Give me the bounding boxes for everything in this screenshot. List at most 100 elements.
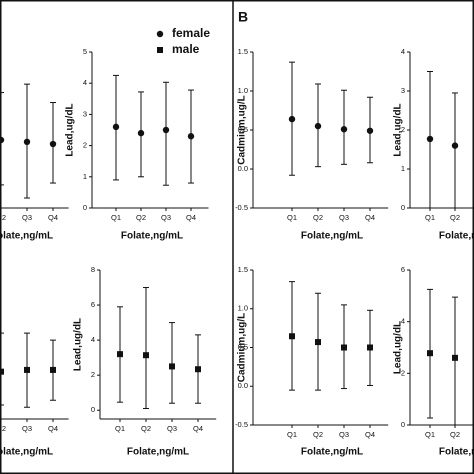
x-tick-label: Q2 (313, 213, 323, 222)
x-axis-label: Folate,ng/mL (0, 231, 53, 242)
x-axis-label: Folate,ng/mL (0, 447, 53, 458)
y-tick-label: 1.5 (238, 47, 248, 56)
x-tick-label: Q4 (193, 424, 203, 433)
y-tick-label: 4 (91, 335, 95, 344)
x-tick-label: Q2 (450, 213, 460, 222)
x-tick-label: Q3 (167, 424, 177, 433)
y-axis-label: Lead,ug/dL (73, 318, 84, 371)
x-axis-label: Folate,ng/mL (439, 231, 474, 242)
point (169, 363, 175, 370)
x-tick-label: Q2 (141, 424, 151, 433)
x-tick-label: Q4 (48, 424, 58, 433)
panel: 0 2 4 6 8 Q1 Q2 Q3 Q4 Folate,ng/mL Lead,ug/dL (73, 265, 217, 458)
x-tick-label: Q3 (161, 213, 171, 222)
point (195, 366, 201, 373)
point (117, 351, 123, 358)
y-tick-label: -0.5 (235, 203, 248, 212)
y-axis-label: Lead,ug/dL (65, 103, 76, 156)
x-tick-label: Q1 (287, 430, 297, 439)
point (451, 142, 459, 149)
point (314, 122, 322, 130)
x-axis-label: Folate,ng/mL (301, 231, 363, 242)
panel: 0 1 2 3 4 Q1 Q2 Folate,ng/mL Lead,ug/dL (393, 47, 474, 242)
y-tick-label: 5 (83, 47, 87, 56)
x-tick-label: Q3 (339, 213, 349, 222)
y-tick-label: -0.5 (235, 420, 248, 429)
y-axis-label: Lead,ug/dL (393, 321, 404, 374)
point (427, 350, 433, 357)
y-tick-label: 1.0 (238, 86, 248, 95)
x-axis-label: Folate,ng/mL (127, 447, 189, 458)
y-tick-label: 1.0 (238, 304, 248, 313)
point (0, 368, 4, 375)
x-tick-label: Q2 (0, 424, 6, 433)
x-tick-label: Q1 (425, 213, 435, 222)
panel: 0 2 4 6 Q1 Q2 Folate,ng/mL Lead,ug/dL (393, 265, 474, 458)
x-axis-label: Folate,ng/mL (439, 447, 474, 458)
point (112, 123, 120, 131)
point (340, 126, 348, 133)
point (315, 339, 321, 346)
x-tick-label: Q3 (339, 430, 349, 439)
y-tick-label: 0 (83, 203, 87, 212)
point (341, 344, 347, 351)
point (288, 115, 296, 123)
y-tick-label: 2 (83, 141, 87, 150)
point (23, 138, 31, 146)
panel-label: B (238, 9, 248, 25)
y-tick-label: 6 (401, 265, 405, 274)
point (162, 126, 170, 134)
y-tick-label: 0 (91, 405, 95, 414)
x-tick-label: Q2 (136, 213, 146, 222)
x-tick-label: Q3 (22, 424, 32, 433)
x-axis-label: Folate,ng/mL (121, 231, 183, 242)
x-axis-label: Folate,ng/mL (301, 447, 363, 458)
point (156, 30, 164, 38)
point (367, 344, 373, 351)
y-tick-label: 0 (401, 203, 405, 212)
x-tick-label: Q1 (115, 424, 125, 433)
x-tick-label: Q1 (425, 430, 435, 439)
y-tick-label: 0 (401, 420, 405, 429)
legend-label: female (172, 26, 210, 40)
x-tick-label: Q3 (22, 213, 32, 222)
point (49, 140, 57, 148)
x-tick-label: Q4 (186, 213, 196, 222)
point (157, 47, 163, 53)
panel: Q2 Q3 Q4 Folate,ng/mL (0, 332, 69, 458)
y-tick-label: 3 (83, 109, 87, 118)
point (50, 366, 56, 373)
y-tick-label: 4 (83, 78, 87, 87)
point (187, 133, 195, 140)
y-tick-label: 3 (401, 86, 405, 95)
point (452, 354, 458, 361)
y-tick-label: 4 (401, 317, 405, 326)
point (24, 366, 30, 373)
x-tick-label: Q4 (365, 430, 375, 439)
y-axis-label: Cadmium,ug/L (237, 95, 248, 164)
point (143, 352, 149, 359)
x-tick-label: Q2 (0, 213, 6, 222)
point (137, 129, 145, 137)
y-tick-label: 1 (401, 164, 405, 173)
y-tick-label: 1 (83, 172, 87, 181)
y-tick-label: 0.0 (238, 164, 248, 173)
y-tick-label: 2 (401, 125, 405, 134)
x-tick-label: Q4 (48, 213, 58, 222)
y-tick-label: 1.5 (238, 265, 248, 274)
y-tick-label: 0.5 (238, 125, 248, 134)
point (289, 333, 295, 340)
y-tick-label: 2 (91, 370, 95, 379)
x-tick-label: Q2 (450, 430, 460, 439)
x-tick-label: Q1 (287, 213, 297, 222)
x-tick-label: Q1 (111, 213, 121, 222)
y-tick-label: 2 (401, 368, 405, 377)
panel: Q2 Q3 Q4 Folate,ng/mL (0, 83, 69, 242)
y-axis-label: Lead,ug/dL (393, 103, 404, 156)
point (426, 135, 434, 143)
x-tick-label: Q4 (365, 213, 375, 222)
